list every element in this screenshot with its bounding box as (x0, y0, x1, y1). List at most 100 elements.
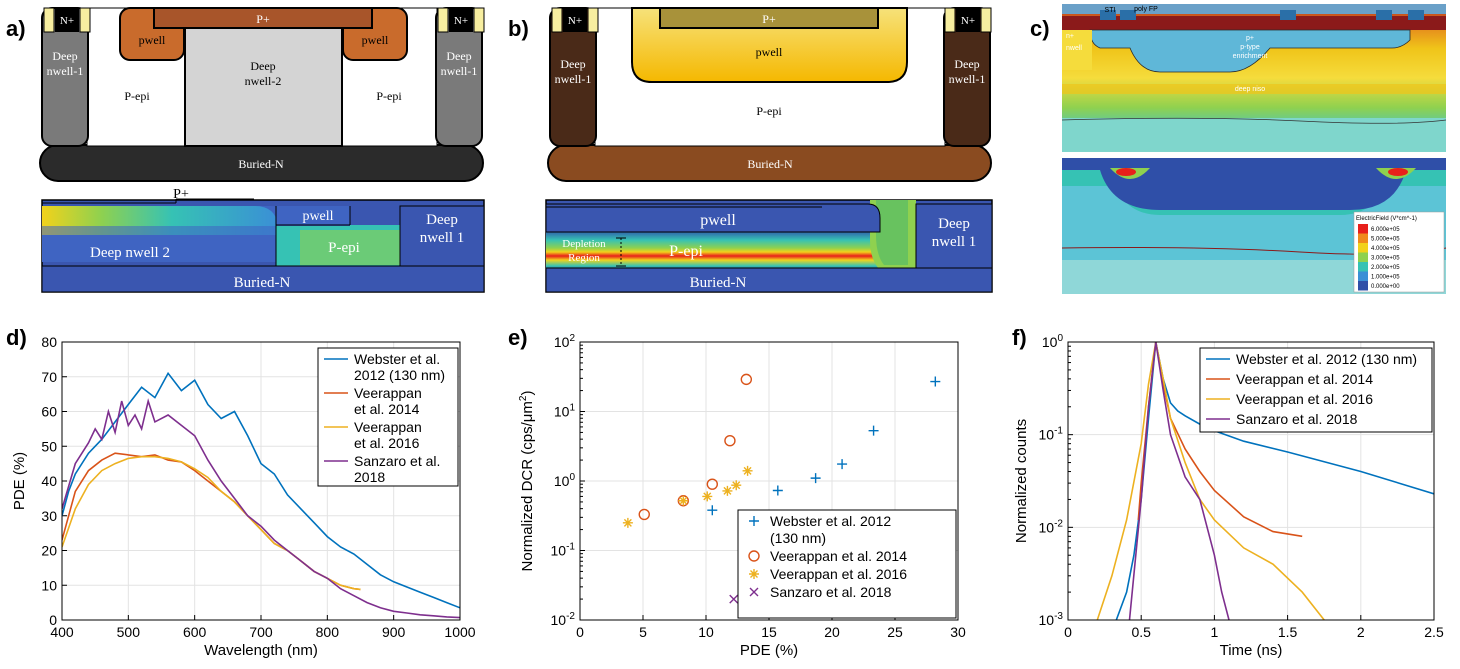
tick-label: 0 (49, 612, 57, 628)
tick-label: 102 (554, 333, 576, 350)
deep-nwell1-left-label-1: Deep (52, 49, 77, 63)
panel-a: a) Buried-N Deep nwell-1 Deep nwell-1 N+… (6, 7, 485, 293)
x-tick-label: 500 (117, 624, 141, 640)
colorbar-swatch (1358, 224, 1368, 234)
data-point (706, 478, 718, 490)
c-nplus-label: n+ (1066, 33, 1074, 40)
tick-label: 10-2 (1039, 518, 1064, 535)
legend-box (737, 509, 957, 619)
data-point (810, 473, 821, 484)
legend-swatch (749, 516, 759, 526)
x-tick-label: 2 (1357, 624, 1365, 640)
legend-swatch (749, 569, 759, 579)
legend-label: Sanzaro et al. (354, 453, 440, 469)
data-point (930, 376, 941, 387)
deep-nwell2-region (184, 7, 343, 147)
x-axis-label: PDE (%) (740, 642, 798, 659)
colorbar-swatch (1358, 243, 1368, 253)
data-point (702, 491, 713, 502)
nplus-left-b-label: N+ (568, 15, 582, 27)
tick-label: 20 (41, 543, 57, 559)
series-line (1096, 342, 1325, 620)
legend-label: Sanzaro et al. 2018 (1236, 411, 1358, 427)
series-line (62, 398, 460, 619)
y-axis-label: PDE (%) (11, 452, 28, 510)
c-colorbar-title: ElectricField (V*cm^-1) (1356, 216, 1417, 222)
x-tick-label: 900 (382, 624, 406, 640)
legend-box (317, 347, 459, 487)
legend-label: Veerappan et al. 2014 (1236, 371, 1373, 387)
panel-b-letter: b) (508, 16, 529, 41)
pplus-layer (153, 7, 373, 29)
sim-b-depletion-label-2: Region (568, 252, 600, 264)
sim-a-deep-nwell2-label: Deep nwell 2 (90, 245, 170, 261)
x-tick-label: 0 (576, 624, 584, 640)
colorbar-tick-label: 2.000e+05 (1371, 265, 1400, 271)
pwell-left-label: pwell (139, 33, 166, 47)
colorbar-swatch (1358, 271, 1368, 281)
tick-label: 60 (41, 404, 57, 420)
colorbar-swatch (1358, 252, 1368, 262)
pwell-right-label: pwell (362, 33, 389, 47)
panel-b-simulation: pwell Depletion Region P-epi Deep nwell … (545, 199, 993, 293)
x-tick-label: 30 (950, 624, 966, 640)
x-tick-label: 800 (316, 624, 340, 640)
sim-b-deep-nwell1-label-1: Deep (938, 216, 970, 232)
pwell-b-label: pwell (756, 45, 783, 59)
panel-f: f) 10-3 10-2 10-1 100 0 0.5 1 1.5 2 2.5 Time (ns) N… (1012, 325, 1444, 659)
legend-label: 2012 (130 nm) (354, 367, 445, 383)
deep-nwell1-left-label-2: nwell-1 (47, 64, 84, 78)
deep-nwell1-right-label-2: nwell-1 (441, 64, 478, 78)
panel-e: e) 10-2 10-1 100 101 102 0 5 10 15 20 25 30 PDE (%) N… (508, 325, 966, 659)
deep-nwell1-left-b-label-1: Deep (560, 57, 585, 71)
pepi-b-label: P-epi (756, 104, 782, 118)
c-colorbar: ElectricField (V*cm^-1) 6.000e+05 5.000e+… (1353, 211, 1445, 293)
legend-label: Webster et al. 2012 (130 nm) (1236, 351, 1417, 367)
legend: Webster et al. 2012 (130 nm) Veerappan et… (1199, 347, 1433, 433)
tick-label: 10-3 (1039, 611, 1064, 628)
data-point (638, 508, 650, 521)
x-tick-label: 1.5 (1278, 624, 1298, 640)
data-point (868, 425, 879, 436)
sim-a-pwell-label: pwell (302, 209, 333, 224)
data-point (742, 465, 753, 476)
deep-nwell2-label-1: Deep (250, 59, 275, 73)
panel-d: d) 0 10 20 30 40 50 60 70 80 400 500 600 700 800 900 10… (6, 325, 476, 659)
plot-frame (1067, 341, 1435, 621)
data-point (707, 505, 718, 516)
plot-frame (61, 341, 461, 621)
x-axis-label: Time (ns) (1220, 642, 1283, 659)
x-tick-label: 600 (183, 624, 207, 640)
pepi-right-label: P-epi (376, 89, 402, 103)
x-axis-label: Wavelength (nm) (204, 642, 318, 659)
data-point (740, 373, 753, 386)
pepi-left-label: P-epi (124, 89, 150, 103)
legend-label: Veerappan (354, 419, 422, 435)
sim-a-deep-nwell1-label-2: nwell 1 (420, 230, 465, 246)
nplus-right-label: N+ (454, 15, 468, 27)
legend-box (1199, 347, 1433, 433)
x-tick-label: 1000 (444, 624, 475, 640)
tick-label: 70 (41, 369, 57, 385)
x-tick-label: 0.5 (1131, 624, 1151, 640)
sim-a-pplus-label: P+ (173, 187, 189, 202)
legend-label: Sanzaro et al. 2018 (770, 584, 892, 600)
legend-label: et al. 2016 (354, 435, 420, 451)
buried-n-label: Buried-N (238, 157, 284, 171)
tick-label: 80 (41, 334, 57, 350)
legend-label: 2018 (354, 469, 385, 485)
panel-e-letter: e) (508, 325, 528, 350)
tick-label: 100 (554, 472, 576, 489)
colorbar-tick-label: 3.000e+05 (1371, 256, 1400, 262)
legend-label: Veerappan et al. 2016 (1236, 391, 1373, 407)
series-line (1115, 342, 1434, 620)
c-pplus-label: p+ (1246, 35, 1254, 42)
pplus-layer-b (659, 7, 879, 29)
colorbar-swatch (1358, 281, 1368, 291)
data-point (731, 480, 742, 491)
colorbar-tick-label: 0.000e+00 (1371, 284, 1400, 290)
x-tick-label: 0 (1064, 624, 1072, 640)
legend-label: et al. 2014 (354, 401, 420, 417)
